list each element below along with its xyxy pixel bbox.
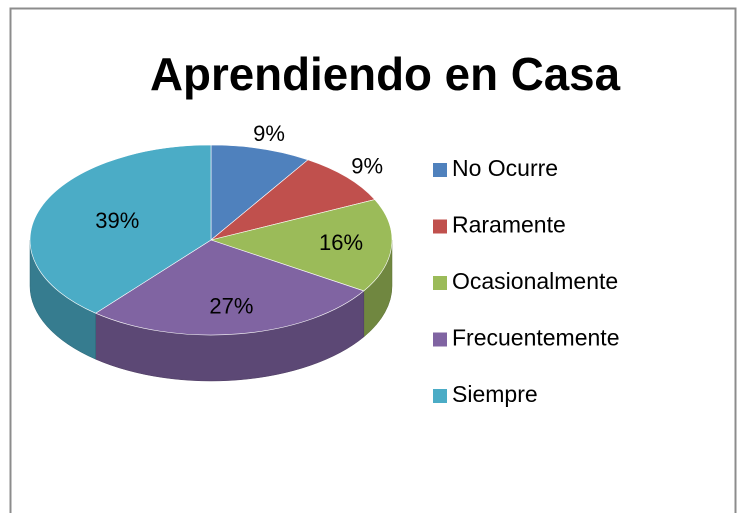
slice: [94, 239, 365, 336]
legend-swatch: [433, 276, 447, 290]
slice: [210, 159, 376, 241]
data-label: 16%: [319, 230, 363, 255]
legend-swatch: [433, 219, 447, 234]
slice: [210, 144, 309, 241]
legend-label: Ocasionalmente: [452, 268, 618, 294]
slice: [29, 144, 212, 314]
legend-label: Raramente: [452, 212, 566, 238]
legend-label: Frecuentemente: [452, 325, 619, 351]
legend-label: No Ocurre: [452, 155, 558, 181]
legend-swatch: [433, 389, 447, 403]
legend-swatch: [433, 332, 447, 347]
slice: [209, 199, 393, 292]
legend-swatch: [433, 163, 447, 177]
data-label: 27%: [209, 293, 253, 318]
data-label: 39%: [95, 208, 139, 233]
chart-border: [9, 7, 737, 513]
data-label: 9%: [351, 154, 383, 179]
chart-title: Aprendiendo en Casa: [150, 48, 620, 100]
data-label: 9%: [253, 121, 285, 146]
legend-label: Siempre: [452, 381, 538, 407]
